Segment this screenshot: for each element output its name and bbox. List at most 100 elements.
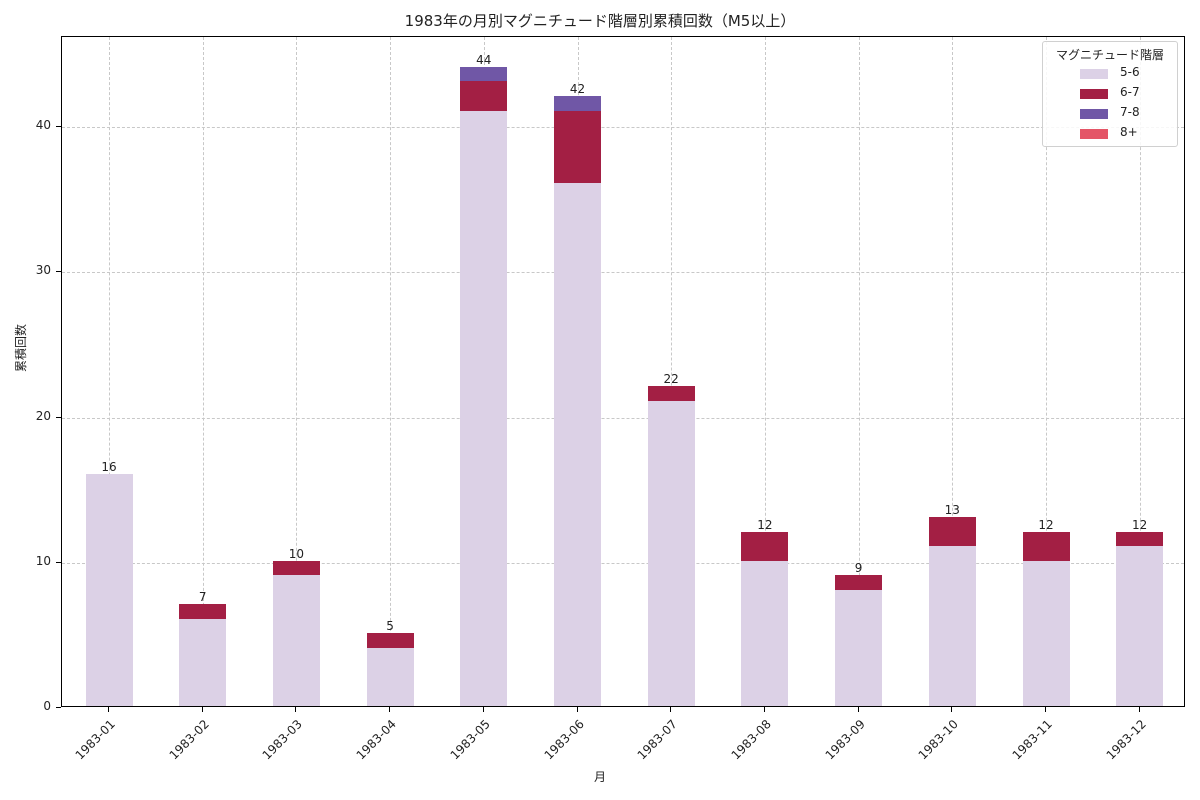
y-tick [56,707,61,708]
legend-label: 7-8 [1120,105,1140,119]
bar-segment-6-7 [366,633,414,648]
gridline-h [62,272,1184,274]
x-axis-label: 月 [593,770,606,784]
x-tick-label: 1983-12 [1103,717,1149,763]
bar-total-label: 12 [757,517,773,532]
x-tick-label: 1983-02 [166,717,212,763]
bar-total-label: 13 [944,503,960,518]
bar-segment-6-7 [1022,531,1070,561]
legend: マグニチュード階層 5-6 6-7 7-8 8+ [1042,41,1178,147]
legend-item-6-7: 6-7 [1043,84,1177,104]
x-tick [763,707,765,712]
gridline-v [764,37,766,706]
x-tick-label: 1983-07 [634,717,681,763]
bar-segment-5-6 [460,110,508,706]
gridline-v [109,37,110,706]
gridline-h [62,562,1184,564]
plot-area: 16 7 10 5 44 42 22 12 9 13 12 12 [61,36,1185,707]
gridline-h [62,417,1184,419]
bar-segment-6-7 [460,81,508,111]
bar-segment-5-6 [1022,560,1070,706]
legend-item-7-8: 7-8 [1043,104,1177,124]
gridline-v [1046,37,1047,706]
y-tick [56,126,61,128]
bar-segment-5-6 [1116,546,1164,706]
legend-swatch [1080,69,1108,79]
x-tick-label: 1983-05 [447,717,493,763]
gridline-v [296,37,298,706]
bar-segment-6-7 [179,604,227,619]
gridline-v [390,37,392,706]
x-tick [951,707,953,712]
bar-total-label: 12 [1038,517,1054,532]
bar-segment-6-7 [647,386,695,401]
y-axis-label: 累積回数 [14,323,28,372]
bar-segment-5-6 [835,589,883,706]
bar-segment-6-7 [1116,531,1164,547]
y-tick-label: 40 [35,118,51,133]
bar-total-label: 9 [854,561,863,576]
gridline-h [62,127,1184,129]
y-tick-label: 30 [35,263,51,278]
x-tick-label: 1983-06 [541,717,587,763]
gridline-v [1139,37,1141,706]
bar-segment-5-6 [85,473,133,706]
x-tick [389,707,391,712]
bar-segment-6-7 [741,531,789,561]
gridline-v [202,37,204,706]
legend-item-5-6: 5-6 [1043,64,1177,84]
x-tick-label: 1983-11 [1009,717,1055,763]
bar-total-label: 12 [1132,517,1148,532]
x-tick [482,707,484,712]
bar-total-label: 44 [476,52,492,67]
x-tick [201,707,203,712]
bar-segment-5-6 [741,560,789,706]
x-tick-label: 1983-08 [728,717,774,763]
x-tick-label: 1983-01 [72,717,118,763]
bar-total-label: 42 [569,82,586,96]
x-tick-label: 1983-09 [822,717,868,763]
bar-segment-7-8 [460,66,508,82]
bar-segment-5-6 [647,401,695,706]
bar-segment-6-7 [554,110,601,184]
gridline-v [952,37,954,706]
bar-segment-5-6 [366,647,414,706]
bar-total-label: 5 [386,619,394,634]
legend-label: 5-6 [1120,65,1140,79]
x-tick-label: 1983-10 [915,717,962,763]
gridline-v [858,37,860,706]
bar-total-label: 10 [288,546,305,561]
bar-segment-5-6 [179,618,227,706]
legend-item-8plus: 8+ [1043,124,1177,144]
x-tick [1045,707,1046,712]
legend-title: マグニチュード階層 [1055,48,1164,62]
bar-segment-5-6 [554,183,601,706]
y-tick-label: 0 [43,699,51,713]
x-tick [857,707,859,712]
x-tick [1138,707,1140,712]
legend-label: 8+ [1120,125,1138,139]
legend-swatch [1080,109,1108,119]
bar-segment-5-6 [272,575,320,706]
bar-total-label: 16 [101,459,117,474]
legend-label: 6-7 [1120,85,1140,99]
x-tick-label: 1983-04 [353,717,399,763]
legend-swatch [1080,129,1108,139]
x-tick [670,707,672,712]
chart-title: 1983年の月別マグニチュード階層別累積回数（M5以上） [404,12,796,30]
bar-segment-5-6 [928,546,976,706]
y-tick [56,271,61,273]
legend-swatch [1080,89,1108,99]
y-tick [56,416,61,418]
bar-segment-6-7 [928,517,976,547]
bar-segment-6-7 [272,560,320,576]
x-tick [108,707,109,712]
y-tick-label: 10 [35,553,51,568]
y-tick-label: 20 [35,408,51,423]
x-tick [576,707,578,712]
bar-segment-6-7 [835,575,883,590]
bar-segment-7-8 [554,96,601,111]
bar-total-label: 7 [198,590,207,605]
gridline-v [671,37,673,706]
bar-total-label: 22 [663,372,679,387]
